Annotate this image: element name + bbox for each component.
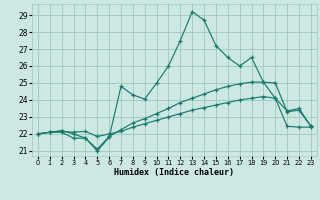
X-axis label: Humidex (Indice chaleur): Humidex (Indice chaleur) <box>115 168 234 177</box>
